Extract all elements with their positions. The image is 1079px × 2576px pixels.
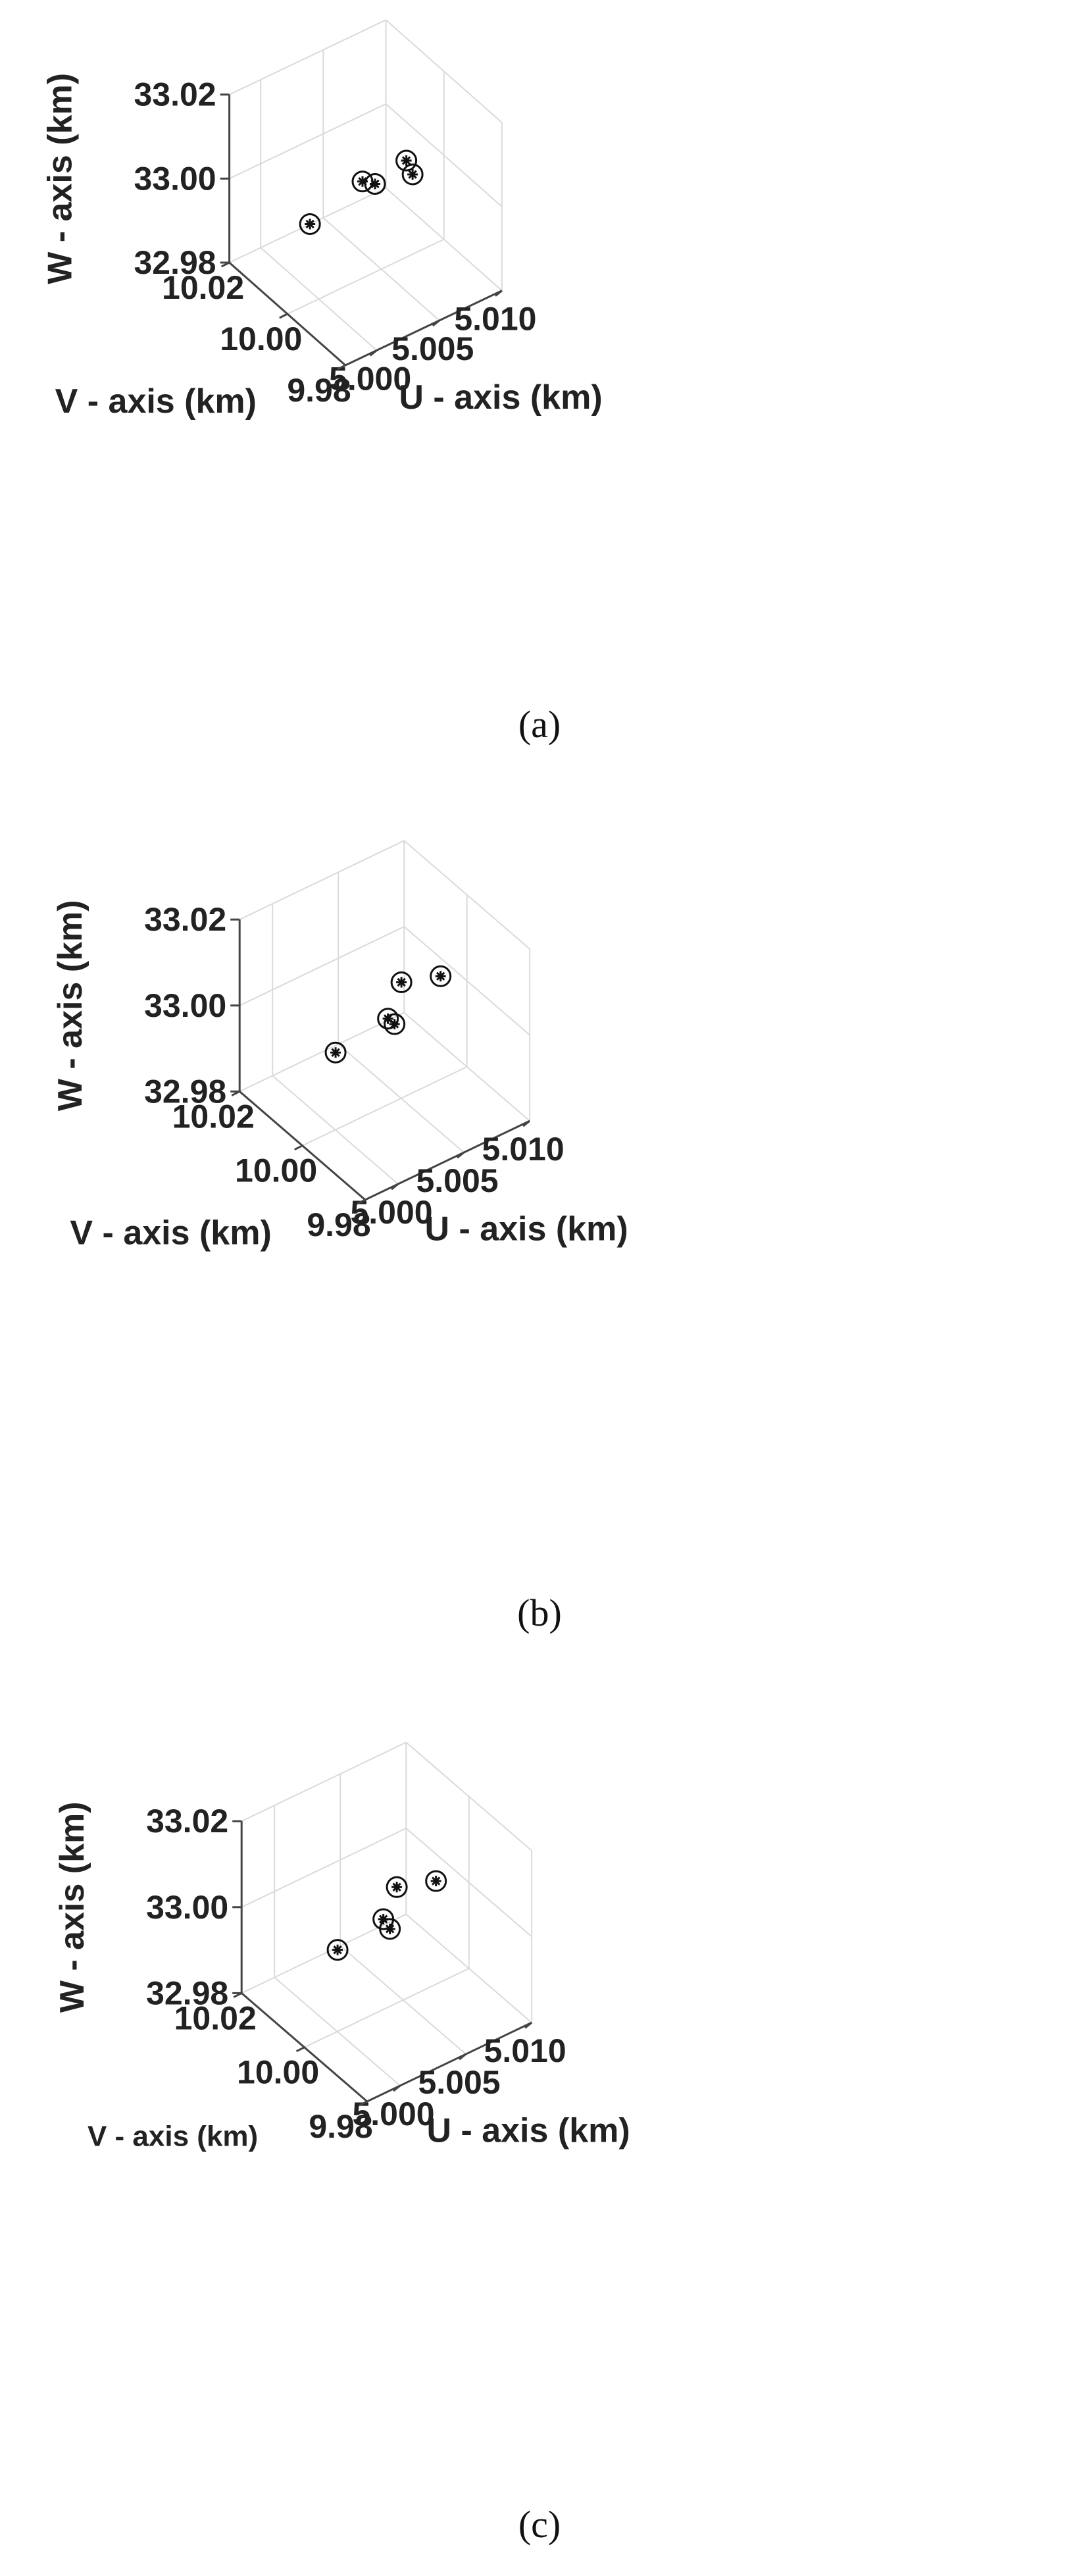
box-edge-2 (241, 1741, 407, 1822)
panel-a: 5.0005.0055.01010.0210.009.9833.0233.003… (41, 19, 603, 746)
w-tick-label-2: 32.98 (144, 1073, 226, 1110)
data-point (430, 965, 452, 987)
v-tick-1 (295, 2046, 305, 2053)
w-tick-label-0: 33.02 (144, 901, 226, 938)
panel-caption: (c) (518, 2503, 561, 2546)
w-tick-label-0: 33.02 (134, 76, 216, 113)
u-tick-0 (391, 1183, 399, 1191)
wall-left-grid-w-0 (229, 103, 386, 180)
data-point (395, 149, 418, 172)
v-axis-label: V - axis (km) (88, 2121, 258, 2153)
v-tick-2 (357, 1198, 366, 1205)
u-tick-label-1: 5.005 (418, 2064, 500, 2101)
panel-caption: (a) (518, 703, 561, 746)
u-axis-label: U - axis (km) (426, 2111, 630, 2150)
u-tick-label-1: 5.005 (391, 330, 474, 367)
w-tick-label-1: 33.00 (146, 1889, 228, 1926)
u-tick-0 (393, 2084, 401, 2092)
box-edge-7 (403, 1012, 530, 1121)
v-tick-1 (293, 1145, 303, 1151)
data-point (326, 1939, 349, 1961)
v-tick-label-0: 10.02 (172, 1098, 255, 1135)
v-tick-2 (359, 2100, 368, 2107)
w-axis-label: W - axis (km) (41, 73, 80, 284)
data-point (299, 213, 321, 235)
data-point (364, 172, 386, 195)
w-tick-label-2: 32.98 (146, 1974, 228, 2011)
u-axis-line (345, 290, 503, 367)
data-point (324, 1041, 347, 1064)
w-tick-label-1: 33.00 (134, 160, 216, 197)
v-tick-2 (337, 364, 346, 371)
data-point (386, 1876, 408, 1898)
data-point (425, 1870, 447, 1892)
wall-left-grid-w-0 (241, 1828, 407, 1908)
floor-grid-v-0 (302, 1066, 468, 1146)
w-tick-label-0: 33.02 (146, 1803, 228, 1840)
u-tick-label-2: 5.010 (454, 301, 536, 338)
wall-left-grid-w-0 (239, 926, 405, 1006)
box-edge-2 (239, 840, 405, 921)
u-tick-2 (524, 2021, 533, 2029)
v-tick-label-2: 9.98 (287, 372, 351, 409)
box-edge-2 (229, 19, 386, 95)
panel-b: 5.0005.0055.01010.0210.009.9833.0233.003… (51, 840, 628, 1634)
panel-c: 5.0005.0055.01010.0210.009.9833.0233.003… (53, 1741, 630, 2546)
u-tick-label-1: 5.005 (416, 1162, 498, 1199)
box-edge-6 (239, 1012, 405, 1093)
v-tick-label-0: 10.02 (162, 269, 244, 306)
u-axis-label: U - axis (km) (399, 378, 602, 417)
v-tick-label-1: 10.00 (220, 321, 302, 357)
floor-grid-v-0 (304, 1967, 470, 2048)
w-axis-label: W - axis (km) (51, 900, 89, 1111)
wall-right-grid-w-0 (385, 103, 503, 207)
data-point (384, 1013, 406, 1035)
u-tick-1 (432, 319, 440, 327)
u-axis-label: U - axis (km) (424, 1210, 628, 1248)
u-axis-line (364, 1120, 530, 1201)
u-axis-line (366, 2021, 532, 2103)
u-tick-0 (369, 349, 378, 357)
data-point (351, 170, 374, 193)
u-tick-2 (494, 290, 503, 297)
u-tick-2 (522, 1120, 531, 1127)
box-edge-7 (385, 187, 503, 292)
u-tick-label-2: 5.010 (482, 1131, 565, 1168)
data-point (379, 1918, 401, 1940)
u-tick-label-2: 5.010 (484, 2032, 566, 2069)
v-axis-label: V - axis (km) (70, 1214, 271, 1252)
box-edge-3 (403, 840, 530, 950)
box-edge-3 (385, 19, 503, 124)
v-axis-label: V - axis (km) (55, 382, 257, 421)
wall-right-grid-w-0 (405, 1828, 532, 1938)
wall-right-grid-w-0 (403, 926, 530, 1036)
v-tick-1 (279, 313, 288, 319)
box-edge-3 (405, 1741, 532, 1851)
panel-caption: (b) (517, 1591, 562, 1634)
w-tick-label-2: 32.98 (134, 244, 216, 281)
w-tick-label-1: 33.00 (144, 987, 226, 1024)
w-axis-label: W - axis (km) (53, 1801, 91, 2013)
u-tick-1 (457, 1151, 464, 1159)
floor-grid-v-0 (287, 238, 445, 315)
v-tick-label-1: 10.00 (237, 2054, 319, 2091)
v-tick-label-0: 10.02 (174, 1999, 257, 2036)
data-point (401, 163, 424, 186)
u-tick-1 (459, 2053, 466, 2061)
v-tick-label-1: 10.00 (235, 1152, 317, 1189)
v-tick-label-2: 9.98 (307, 1206, 370, 1243)
box-edge-7 (405, 1913, 532, 2023)
data-point (390, 971, 413, 993)
v-tick-label-2: 9.98 (309, 2108, 372, 2145)
